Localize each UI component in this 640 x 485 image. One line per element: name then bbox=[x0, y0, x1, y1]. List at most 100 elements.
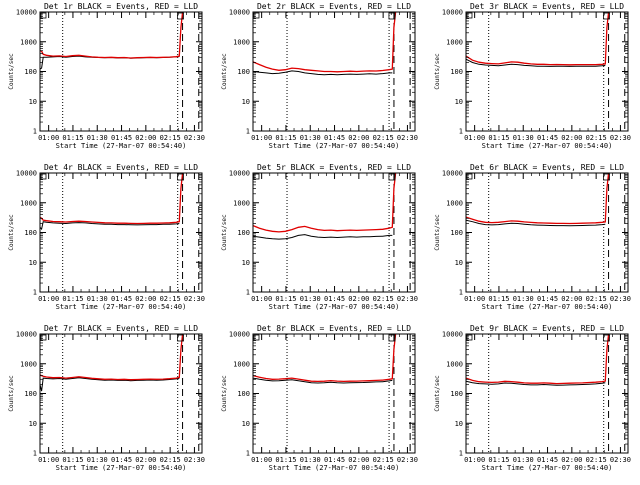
events-series-line bbox=[40, 221, 180, 231]
y-tick-label: 1000 bbox=[233, 199, 250, 207]
x-tick-label: 01:30 bbox=[300, 134, 321, 142]
x-tick-label: 02:30 bbox=[610, 456, 631, 464]
y-tick-label: 10000 bbox=[229, 331, 250, 339]
y-tick-label: 1 bbox=[459, 289, 463, 297]
x-tick-label: 01:45 bbox=[111, 456, 132, 464]
panel-data-layer bbox=[40, 173, 200, 292]
y-tick-label: 1 bbox=[246, 450, 250, 458]
y-tick-label: 1 bbox=[33, 128, 37, 136]
x-tick-label: 02:00 bbox=[561, 456, 582, 464]
x-tick-label: 01:45 bbox=[537, 134, 558, 142]
panel-title: Det 6r BLACK = Events, RED = LLD bbox=[470, 163, 624, 172]
flag-marker bbox=[177, 173, 184, 181]
y-axis-label: Counts/sec bbox=[221, 214, 228, 251]
x-tick-label: 02:00 bbox=[135, 456, 156, 464]
plot-frame bbox=[252, 172, 416, 293]
y-tick-label: 1000 bbox=[446, 38, 463, 46]
lld-series-line bbox=[253, 334, 397, 383]
x-tick-label: 01:45 bbox=[111, 295, 132, 303]
plot-frame bbox=[39, 11, 203, 132]
plot-frame bbox=[465, 333, 629, 454]
x-tick-label: 02:15 bbox=[586, 456, 607, 464]
flag-marker bbox=[603, 334, 610, 342]
x-tick-label: 01:30 bbox=[300, 295, 321, 303]
x-tick-label: 01:15 bbox=[62, 456, 83, 464]
panel-title: Det 7r BLACK = Events, RED = LLD bbox=[44, 324, 198, 333]
x-tick-label: 01:30 bbox=[87, 134, 108, 142]
flag-marker bbox=[603, 173, 610, 181]
events-series-line bbox=[253, 70, 393, 76]
x-tick-label: 01:00 bbox=[464, 295, 485, 303]
y-tick-label: 10000 bbox=[16, 9, 37, 17]
y-tick-label: 100 bbox=[237, 68, 250, 76]
panel-title: Det 1r BLACK = Events, RED = LLD bbox=[44, 2, 198, 11]
flag-marker bbox=[253, 12, 260, 19]
plot-frame bbox=[465, 11, 629, 132]
x-tick-label: 02:30 bbox=[610, 134, 631, 142]
detector-panel: Det 2r BLACK = Events, RED = LLD 1 10 100 10… bbox=[221, 2, 418, 150]
panel-title: Det 4r BLACK = Events, RED = LLD bbox=[44, 163, 198, 172]
detector-panel: Det 8r BLACK = Events, RED = LLD 1 10 100 10… bbox=[221, 324, 418, 472]
plot-frame bbox=[39, 333, 203, 454]
x-axis-label: Start Time (27-Mar-07 00:54:40) bbox=[56, 464, 187, 472]
y-axis-label: Counts/sec bbox=[221, 375, 228, 412]
x-axis-label: Start Time (27-Mar-07 00:54:40) bbox=[482, 142, 613, 150]
y-tick-label: 10 bbox=[242, 259, 250, 267]
panel-data-layer bbox=[253, 12, 411, 131]
y-tick-label: 100 bbox=[237, 390, 250, 398]
x-tick-label: 02:00 bbox=[135, 295, 156, 303]
events-series-line bbox=[40, 377, 180, 392]
panel-data-layer bbox=[40, 12, 200, 131]
x-tick-label: 02:15 bbox=[373, 456, 394, 464]
x-tick-label: 02:00 bbox=[348, 295, 369, 303]
events-series-line bbox=[466, 380, 606, 386]
y-axis-label: Counts/sec bbox=[8, 375, 15, 412]
x-tick-label: 02:00 bbox=[348, 134, 369, 142]
x-tick-label: 01:45 bbox=[537, 295, 558, 303]
x-tick-label: 01:15 bbox=[62, 134, 83, 142]
y-tick-label: 1 bbox=[459, 128, 463, 136]
lld-series-line bbox=[253, 12, 397, 73]
x-tick-label: 02:15 bbox=[160, 456, 181, 464]
y-tick-label: 10000 bbox=[229, 170, 250, 178]
y-axis-label: Counts/sec bbox=[8, 53, 15, 90]
x-tick-label: 01:15 bbox=[62, 295, 83, 303]
x-tick-label: 01:30 bbox=[513, 295, 534, 303]
x-tick-label: 01:45 bbox=[324, 134, 345, 142]
y-tick-label: 10000 bbox=[442, 9, 463, 17]
x-axis-label: Start Time (27-Mar-07 00:54:40) bbox=[269, 142, 400, 150]
events-series-line bbox=[466, 58, 606, 67]
flag-marker bbox=[177, 334, 184, 342]
events-series-line bbox=[253, 377, 393, 384]
flag-marker bbox=[177, 12, 184, 20]
detector-panel: Det 5r BLACK = Events, RED = LLD 1 10 100 10… bbox=[221, 163, 418, 311]
flag-marker bbox=[603, 12, 610, 20]
events-series-line bbox=[466, 219, 606, 227]
y-tick-label: 10000 bbox=[16, 331, 37, 339]
panel-title: Det 9r BLACK = Events, RED = LLD bbox=[470, 324, 624, 333]
x-tick-label: 01:30 bbox=[513, 456, 534, 464]
x-tick-label: 01:45 bbox=[324, 295, 345, 303]
x-tick-label: 02:15 bbox=[160, 295, 181, 303]
detector-panel: Det 4r BLACK = Events, RED = LLD 1 10 100 10… bbox=[8, 163, 205, 311]
x-tick-label: 01:45 bbox=[324, 456, 345, 464]
x-tick-label: 01:15 bbox=[275, 134, 296, 142]
panel-data-layer bbox=[253, 173, 411, 292]
y-tick-label: 100 bbox=[24, 390, 37, 398]
detector-panel: Det 1r BLACK = Events, RED = LLD 1 10 100 10… bbox=[8, 2, 205, 150]
y-axis-label: Counts/sec bbox=[434, 214, 441, 251]
panel-data-layer bbox=[253, 334, 411, 453]
panel-data-layer bbox=[466, 173, 626, 292]
y-tick-label: 1000 bbox=[20, 360, 37, 368]
x-tick-label: 02:00 bbox=[348, 456, 369, 464]
flag-marker bbox=[388, 173, 396, 181]
flag-marker bbox=[40, 173, 47, 180]
y-tick-label: 100 bbox=[450, 390, 463, 398]
y-tick-label: 10000 bbox=[442, 170, 463, 178]
x-tick-label: 01:00 bbox=[251, 134, 272, 142]
y-tick-label: 1 bbox=[459, 450, 463, 458]
flag-marker bbox=[253, 334, 260, 341]
x-tick-label: 01:45 bbox=[537, 456, 558, 464]
plot-frame bbox=[465, 172, 629, 293]
